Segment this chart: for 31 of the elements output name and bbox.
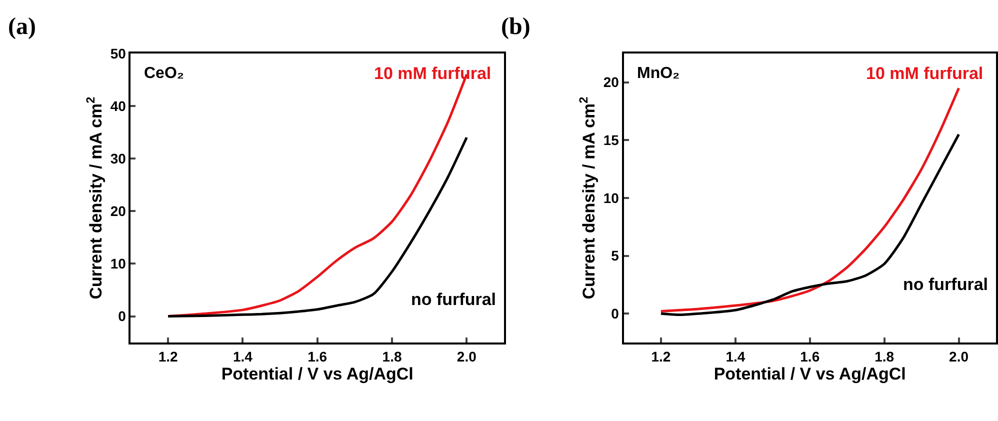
annotation: CeO₂ xyxy=(144,65,184,82)
x-tick-label: 1.2 xyxy=(651,348,671,364)
y-tick-label: 0 xyxy=(611,306,620,322)
x-axis-title: Potential / V vs Ag/AgCl xyxy=(714,364,906,384)
y-tick-label: 0 xyxy=(118,308,126,324)
x-tick-label: 1.6 xyxy=(308,348,328,364)
x-tick-label: 1.6 xyxy=(800,348,820,364)
chart-title: (a) xyxy=(8,14,36,40)
y-tick-label: 50 xyxy=(110,45,126,62)
y-tick-label: 30 xyxy=(110,150,126,166)
y-tick-label: 10 xyxy=(110,256,126,272)
x-tick-label: 1.8 xyxy=(874,348,894,364)
series-label: no furfural xyxy=(903,275,988,294)
x-tick-label: 2.0 xyxy=(949,348,969,364)
x-tick-label: 1.4 xyxy=(232,348,253,364)
x-tick-label: 1.8 xyxy=(382,348,402,364)
x-tick-label: 1.4 xyxy=(726,348,746,364)
y-tick-label: 5 xyxy=(611,248,620,264)
y-tick-label: 20 xyxy=(603,74,620,90)
annotation: MnO₂ xyxy=(637,65,680,82)
x-tick-label: 2.0 xyxy=(456,348,477,364)
chart-title: (b) xyxy=(501,14,530,40)
y-tick-label: 15 xyxy=(603,132,620,148)
y-tick-label: 20 xyxy=(110,203,126,220)
y-tick-label: 40 xyxy=(110,98,126,114)
series-label: 10 mM furfural xyxy=(374,64,492,83)
y-tick-label: 10 xyxy=(603,190,620,206)
x-axis-title: Potential / V vs Ag/AgCl xyxy=(221,364,414,384)
series-label: 10 mM furfural xyxy=(866,64,984,83)
x-tick-label: 1.2 xyxy=(158,348,178,364)
series-label: no furfural xyxy=(411,290,496,309)
